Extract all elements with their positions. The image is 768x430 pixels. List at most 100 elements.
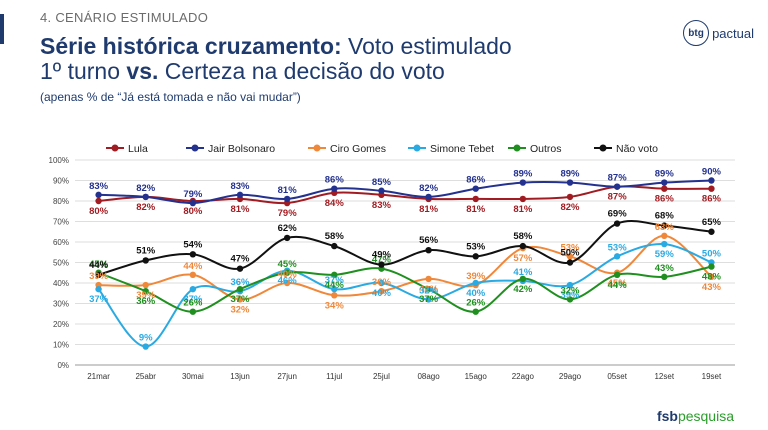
series-tebet-point bbox=[566, 281, 574, 289]
x-tick-label: 13jun bbox=[230, 372, 250, 381]
series-nao-voto-data-label: 58% bbox=[513, 231, 533, 242]
series-outros-data-label: 32% bbox=[560, 285, 580, 296]
series-bolsonaro-data-label: 89% bbox=[560, 169, 580, 180]
series-ciro-data-label: 57% bbox=[513, 253, 533, 264]
series-outros-point bbox=[613, 271, 621, 278]
section-label: 4. CENÁRIO ESTIMULADO bbox=[40, 10, 209, 25]
series-nao-voto-point bbox=[519, 242, 527, 250]
series-bolsonaro-point bbox=[613, 183, 621, 190]
series-bolsonaro-point bbox=[236, 191, 244, 199]
series-ciro-point bbox=[142, 281, 149, 289]
series-tebet-point bbox=[95, 285, 102, 293]
series-lula-point bbox=[519, 195, 527, 203]
series-tebet-point bbox=[189, 285, 197, 293]
x-tick-label: 11jul bbox=[326, 372, 343, 381]
series-nao-voto-data-label: 62% bbox=[278, 223, 298, 234]
series-nao-voto-data-label: 51% bbox=[136, 245, 156, 256]
series-outros-point bbox=[189, 308, 197, 315]
series-nao-voto-data-label: 49% bbox=[372, 250, 392, 261]
series-nao-voto-point bbox=[661, 222, 668, 229]
series-ciro-point bbox=[283, 279, 291, 287]
series-lula-point bbox=[566, 193, 574, 201]
series-outros-point bbox=[708, 263, 715, 270]
series-lula-point bbox=[708, 185, 715, 192]
series-lula-data-label: 82% bbox=[560, 202, 580, 213]
legend-marker bbox=[599, 144, 607, 152]
series-nao-voto-point bbox=[331, 242, 338, 250]
series-bolsonaro-data-label: 83% bbox=[89, 181, 109, 192]
series-tebet-data-label: 37% bbox=[325, 275, 345, 286]
legend-marker bbox=[513, 144, 521, 152]
series-bolsonaro-data-label: 81% bbox=[278, 185, 298, 196]
series-outros-data-label: 45% bbox=[278, 259, 298, 270]
series-outros-point bbox=[283, 269, 291, 276]
series-outros-point bbox=[566, 296, 574, 303]
series-tebet-data-label: 37% bbox=[183, 294, 203, 305]
series-lula-data-label: 84% bbox=[325, 198, 345, 209]
series-ciro-data-label: 32% bbox=[230, 304, 250, 315]
series-tebet-data-label: 36% bbox=[230, 277, 250, 288]
series-lula-data-label: 81% bbox=[466, 204, 486, 215]
x-tick-label: 21mar bbox=[87, 372, 110, 381]
legend-marker bbox=[313, 144, 321, 152]
series-outros-data-label: 45% bbox=[89, 259, 109, 270]
x-tick-label: 19set bbox=[702, 372, 722, 381]
series-ciro-data-label: 34% bbox=[325, 300, 345, 311]
series-bolsonaro-data-label: 89% bbox=[513, 169, 533, 180]
series-outros-data-label: 26% bbox=[183, 298, 203, 309]
series-ciro-data-label: 39% bbox=[466, 271, 486, 282]
series-outros-point bbox=[661, 273, 668, 281]
series-ciro-data-label: 45% bbox=[608, 278, 628, 289]
series-tebet-data-label: 37% bbox=[89, 294, 109, 305]
series-outros-data-label: 37% bbox=[419, 294, 439, 305]
series-ciro-point bbox=[189, 271, 197, 278]
series-nao-voto-point bbox=[95, 271, 102, 278]
series-tebet-point bbox=[661, 240, 668, 248]
series-nao-voto-point bbox=[708, 228, 715, 235]
series-tebet-data-label: 40% bbox=[466, 288, 486, 299]
series-bolsonaro-point bbox=[519, 179, 527, 186]
series-outros-data-label: 43% bbox=[655, 263, 675, 274]
y-tick-label: 20% bbox=[53, 320, 69, 329]
series-bolsonaro-point bbox=[708, 177, 715, 184]
series-ciro-data-label: 39% bbox=[136, 290, 156, 301]
y-tick-label: 80% bbox=[53, 197, 69, 206]
series-nao-voto-data-label: 68% bbox=[655, 211, 675, 222]
legend-marker bbox=[413, 144, 421, 152]
series-nao-voto-data-label: 53% bbox=[466, 241, 486, 252]
series-nao-voto-point bbox=[472, 253, 479, 260]
series-lula-data-label: 79% bbox=[278, 208, 298, 219]
y-tick-label: 10% bbox=[53, 341, 69, 350]
series-ciro-data-label: 40% bbox=[278, 269, 298, 280]
btg-logo-mark: btg bbox=[683, 20, 710, 46]
series-ciro-point bbox=[708, 273, 715, 281]
y-tick-label: 0% bbox=[57, 361, 69, 370]
y-tick-label: 40% bbox=[53, 279, 69, 288]
y-tick-label: 60% bbox=[53, 238, 69, 247]
series-ciro-data-label: 36% bbox=[372, 277, 392, 288]
legend-label: Jair Bolsonaro bbox=[208, 143, 275, 155]
title-bold-2: vs. bbox=[126, 58, 159, 84]
series-ciro-point bbox=[236, 296, 244, 303]
x-tick-label: 25abr bbox=[135, 372, 156, 381]
x-tick-label: 22ago bbox=[512, 372, 535, 381]
legend-label: Simone Tebet bbox=[430, 143, 494, 155]
series-tebet-point bbox=[472, 279, 479, 287]
series-outros-point bbox=[331, 271, 338, 278]
series-bolsonaro-point bbox=[331, 185, 338, 192]
series-tebet-point bbox=[378, 279, 385, 287]
series-ciro-data-label: 53% bbox=[560, 242, 580, 253]
fsb-pesquisa-logo: fsbpesquisa bbox=[657, 408, 734, 424]
series-nao-voto-data-label: 50% bbox=[560, 248, 580, 259]
series-bolsonaro-point bbox=[142, 193, 149, 201]
series-outros-data-label: 42% bbox=[513, 284, 533, 295]
subtitle: (apenas % de “Já está tomada e não vai m… bbox=[40, 90, 301, 104]
series-ciro-data-label: 44% bbox=[183, 261, 203, 272]
series-ciro-point bbox=[661, 232, 668, 240]
series-tebet-data-label: 9% bbox=[139, 333, 153, 344]
series-bolsonaro-point bbox=[425, 193, 432, 201]
x-tick-label: 05set bbox=[607, 372, 627, 381]
series-lula-point bbox=[661, 185, 668, 192]
series-bolsonaro-point bbox=[472, 185, 479, 192]
series-outros-point bbox=[425, 285, 432, 293]
